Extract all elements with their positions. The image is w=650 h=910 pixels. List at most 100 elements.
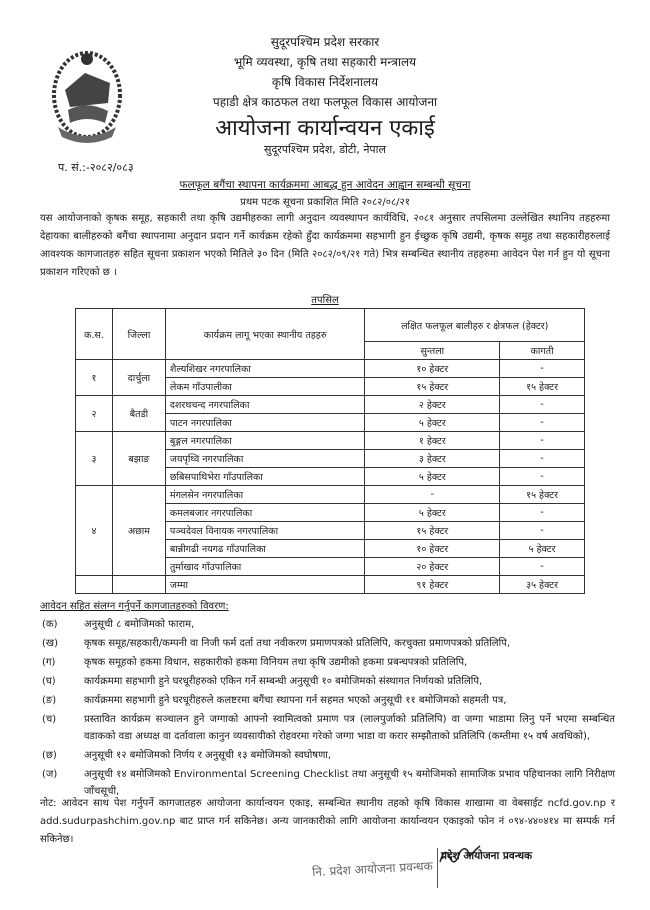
cell-lime: -: [499, 449, 585, 468]
total-label: जम्मा: [164, 575, 366, 594]
cell-orange: ५ हेक्टर: [364, 467, 501, 486]
cell-orange: २० हेक्टर: [364, 557, 501, 576]
cell-orange: ५ हेक्टर: [364, 413, 501, 432]
cell-local-level: पञ्चदेवल विनायक नगरपालिका: [164, 521, 366, 540]
header-target: लक्षित फलफूल बालीहरु र क्षेत्रफल (हेक्टर…: [364, 308, 585, 342]
cell-local-level: कमलबजार नगरपालिका: [164, 503, 366, 522]
table-row: पाटन नगरपालिका ५ हेक्टर -: [76, 413, 585, 432]
item-text: अनुसूची १४ बमोजिमको Environmental Screen…: [84, 769, 615, 797]
total-row: जम्मा ९१ हेक्टर ३५ हेक्टर: [75, 575, 585, 594]
item-key: (ङ): [42, 695, 57, 706]
item-key: (च): [42, 714, 57, 725]
cell-lime: -: [499, 467, 585, 486]
cell-local-level: तुर्माखाद गाँउपालिका: [164, 557, 366, 576]
signature-scribble: [300, 840, 640, 885]
cell-lime: -: [499, 395, 585, 414]
header-orange: सुन्तला: [364, 341, 501, 360]
cell-orange: -: [364, 485, 501, 504]
govt-name: सुदूरपश्चिम प्रदेश सरकार: [270, 35, 380, 49]
office-name: आयोजना कार्यान्वयन एकाई: [215, 116, 435, 141]
item-key: (ज): [42, 769, 58, 780]
item-key: (घ): [42, 676, 56, 687]
item-text: अनुसूची ८ बमोजिमको फाराम,: [84, 619, 195, 630]
cell-local-level: बुङ्गल नगरपालिका: [164, 431, 366, 450]
nepal-government-emblem: [50, 45, 125, 150]
cell-lime: -: [499, 521, 585, 540]
item-text: कार्यक्रममा सहभागी हुने घरधूरीहरुको एकिन…: [84, 676, 483, 687]
cell-district: अछाम: [111, 485, 166, 576]
signatory-title: प्रदेश आयोजना प्रवन्धक: [441, 850, 533, 862]
item-key: (ख): [42, 638, 58, 649]
cell-district: दार्चुला: [111, 359, 166, 396]
item-text: कृषक समूह/सहकारी/कम्पनी वा निजी फर्म दर्…: [84, 638, 511, 649]
documents-section: आवेदन सहित संलग्न गर्नुपर्ने कागजातहरुको…: [40, 598, 615, 802]
cell-orange: २ हेक्टर: [364, 395, 501, 414]
note: नोट: आवेदन साथ पेश गर्नुपर्ने कागजातहरु …: [40, 798, 615, 845]
cell-sn: २: [75, 395, 113, 432]
table-row: पञ्चदेवल विनायक नगरपालिका १५ हेक्टर -: [76, 521, 585, 540]
table-row: ४ अछाम मंगलसेन नगरपालिका -१५ हेक्टर: [75, 485, 585, 576]
cell-orange: १५ हेक्टर: [364, 521, 501, 540]
notice-body: यस आयोजनाको कृषक समूह, सहकारी तथा कृषि उ…: [40, 213, 610, 278]
header-sn: क.स.: [75, 308, 113, 360]
cell-orange: १० हेक्टर: [364, 539, 501, 558]
ministry-name: भूमि व्यवस्था, कृषि तथा सहकारी मन्त्रालय: [233, 55, 417, 69]
document-item: (ग) कृषक समूहको हकमा विधान, सहकारीको हकमा…: [40, 654, 615, 671]
documents-heading: आवेदन सहित संलग्न गर्नुपर्ने कागजातहरुको…: [40, 601, 229, 612]
cell-orange: १५ हेक्टर: [364, 377, 501, 396]
cell-local-level: पाटन नगरपालिका: [164, 413, 366, 432]
cell-lime: -: [499, 431, 585, 450]
cell-empty: [75, 575, 113, 594]
cell-empty: [111, 575, 166, 594]
cell-local-level: मंगलसेन नगरपालिका: [164, 485, 366, 504]
document-item: (घ) कार्यक्रममा सहभागी हुने घरधूरीहरुको ए…: [40, 673, 615, 690]
item-key: (क): [42, 619, 58, 630]
cell-orange: ३ हेक्टर: [364, 449, 501, 468]
cell-local-level: शैल्यशिखर नगरपालिका: [164, 359, 366, 378]
directorate-name: कृषि विकास निर्देशनालय: [271, 75, 379, 89]
document-item: (क) अनुसूची ८ बमोजिमको फाराम,: [40, 616, 615, 633]
document-item: (छ) अनुसूची १२ बमोजिमको निर्णय र अनुसूची …: [40, 747, 615, 764]
document-item: (ज) अनुसूची १४ बमोजिमको Environmental Scr…: [40, 766, 615, 800]
cell-lime: -: [499, 359, 585, 378]
cell-sn: ४: [75, 485, 113, 576]
cell-sn: ३: [75, 431, 113, 486]
cell-district: बझाङ: [111, 431, 166, 486]
office-address: सुदूरपश्चिम प्रदेश, डोटी, नेपाल: [264, 143, 386, 156]
cell-lime: -: [499, 503, 585, 522]
cell-local-level: बान्नीगढी नयगढ गाँउपालिका: [164, 539, 366, 558]
table-caption: तपसिल: [311, 295, 339, 306]
cell-local-level: छबिसपाथिभेरा गाँउपालिका: [164, 467, 366, 486]
item-key: (छ): [42, 750, 57, 761]
cell-lime: -: [499, 557, 585, 576]
allocation-table: क.स. जिल्ला कार्यक्रम लागू भएका स्थानीय …: [75, 308, 585, 594]
item-text: अनुसूची १२ बमोजिमको निर्णय र अनुसूची १३ …: [84, 750, 332, 761]
total-lime: ३५ हेक्टर: [499, 575, 585, 594]
header-district: जिल्ला: [111, 308, 166, 360]
cell-lime: १५ हेक्टर: [499, 485, 585, 504]
document-item: (ख) कृषक समूह/सहकारी/कम्पनी वा निजी फर्म …: [40, 635, 615, 652]
cell-lime: ५ हेक्टर: [499, 539, 585, 558]
header-lime: कागती: [499, 341, 585, 360]
cell-local-level: लेकम गाँउपालीका: [164, 377, 366, 396]
table-row: २ बैतडी दशरथचन्द नगरपालिका २ हेक्टर -: [75, 395, 585, 432]
table-row: तुर्माखाद गाँउपालिका २० हेक्टर -: [76, 557, 585, 576]
document-item: (ङ) कार्यक्रममा सहभागी हुने घरधूरीहरुले क…: [40, 692, 615, 709]
cell-local-level: जयपृथ्वि नगरपालिका: [164, 449, 366, 468]
project-name: पहाडी क्षेत्र काठफल तथा फलफूल विकास आयोज…: [212, 95, 438, 109]
published-date: प्रथम पटक सूचना प्रकाशित मिति २०८२/०८/२१: [240, 197, 410, 208]
cell-orange: १० हेक्टर: [364, 359, 501, 378]
document-item: (च) प्रस्तावित कार्यक्रम सञ्चालन हुने जग्…: [40, 711, 615, 745]
cell-orange: ५ हेक्टर: [364, 503, 501, 522]
cell-district: बैतडी: [111, 395, 166, 432]
total-orange: ९१ हेक्टर: [364, 575, 501, 594]
cell-lime: १५ हेक्टर: [499, 377, 585, 396]
cell-lime: -: [499, 413, 585, 432]
item-text: प्रस्तावित कार्यक्रम सञ्चालन हुने जग्गाक…: [84, 714, 615, 742]
cell-local-level: दशरथचन्द नगरपालिका: [164, 395, 366, 414]
cell-orange: १ हेक्टर: [364, 431, 501, 450]
table-row: छबिसपाथिभेरा गाँउपालिका ५ हेक्टर -: [76, 467, 585, 486]
table-row: १ दार्चुला शैल्यशिखर नगरपालिका १० हेक्टर -: [75, 359, 585, 396]
cell-sn: १: [75, 359, 113, 396]
signature-divider: [437, 848, 438, 888]
